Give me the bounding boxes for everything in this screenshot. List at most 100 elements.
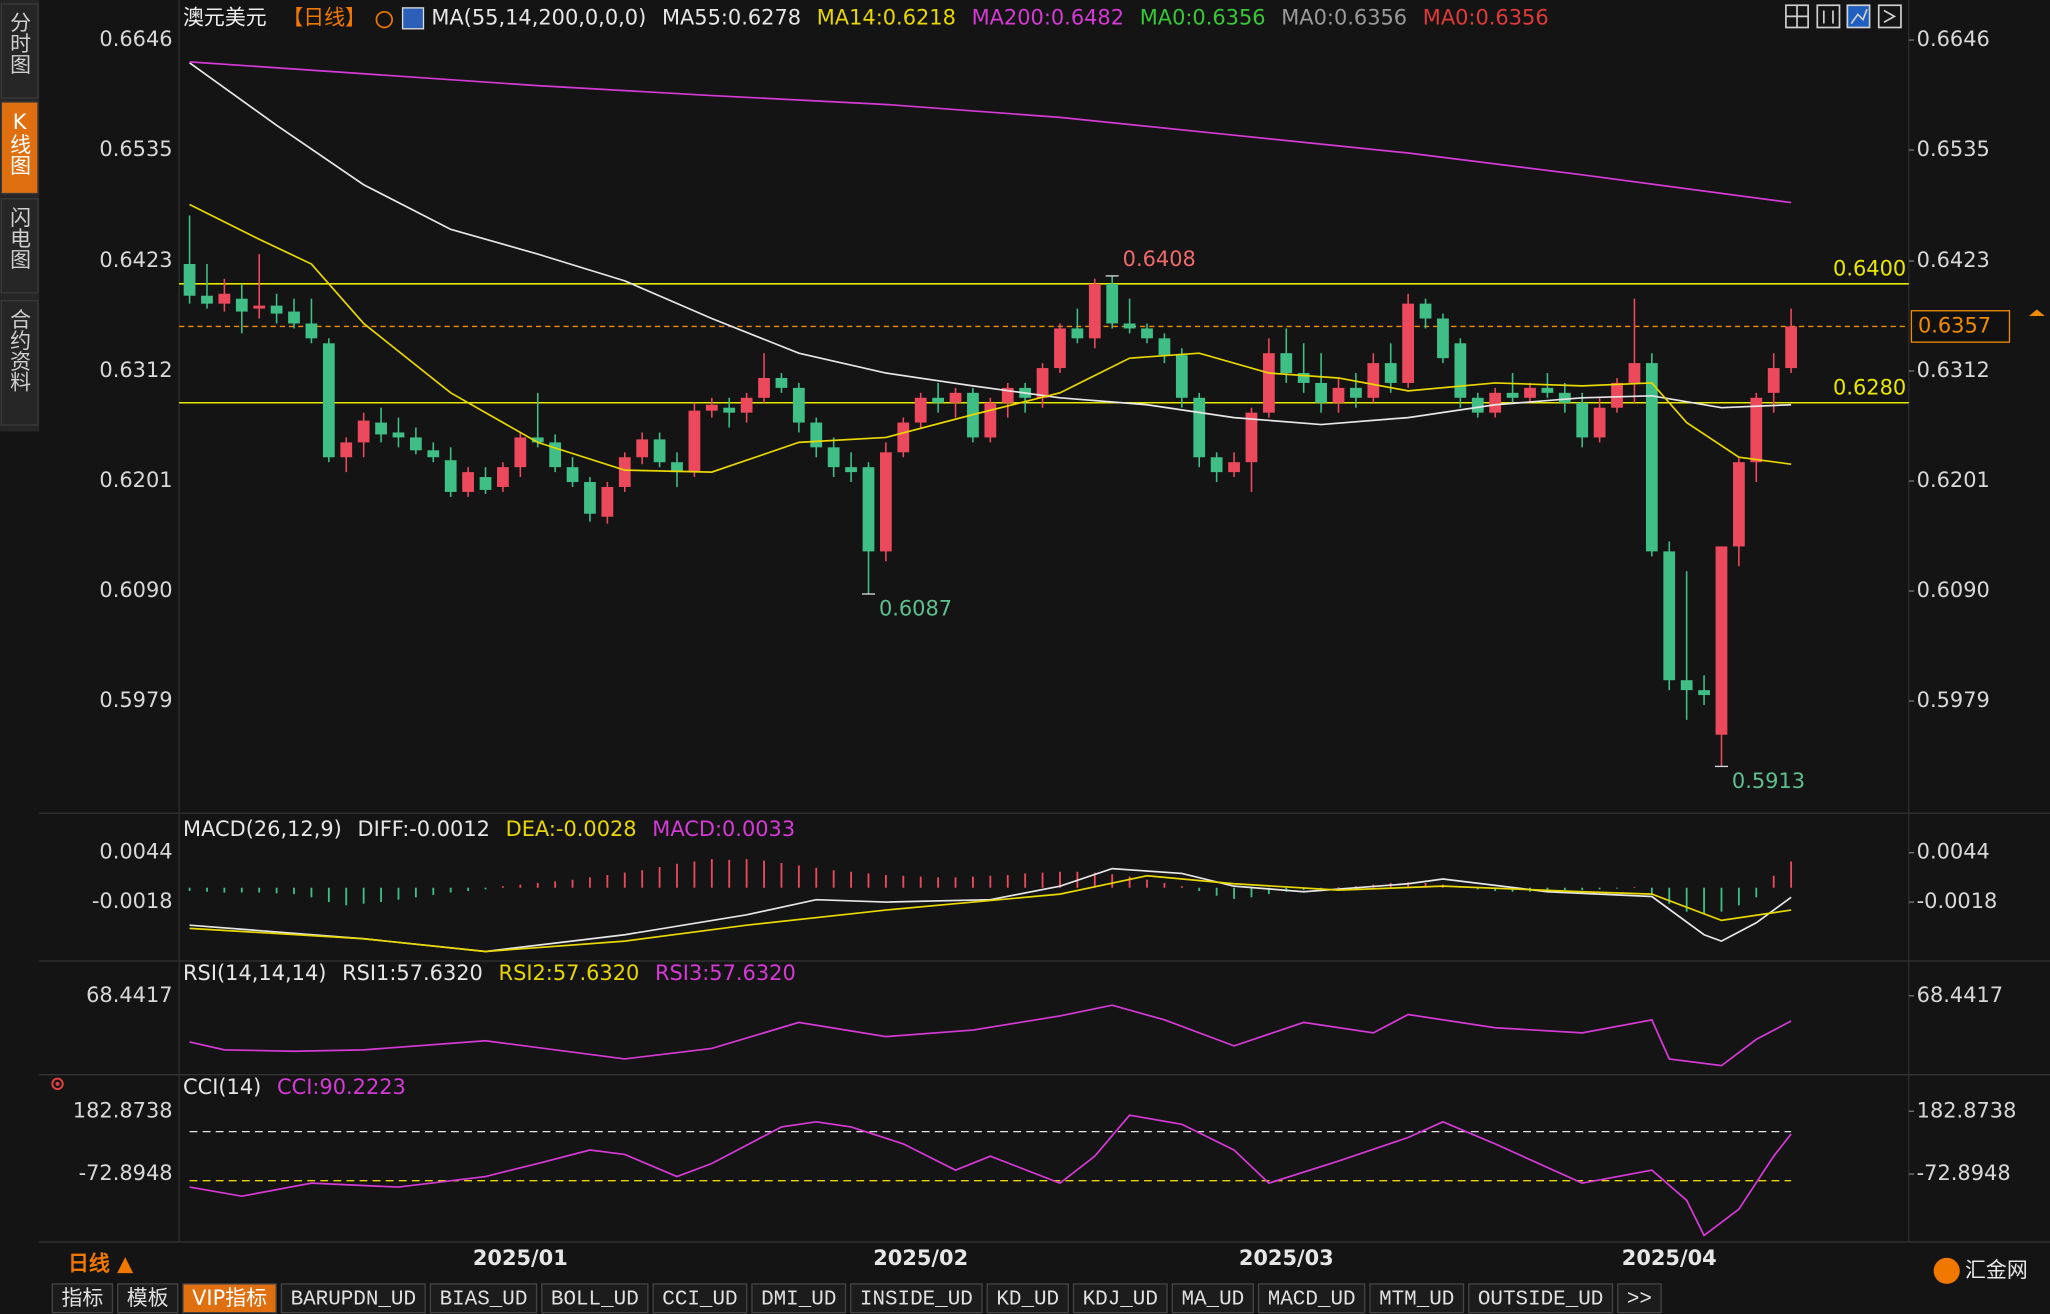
candle-body: [1332, 387, 1345, 403]
footer-tab-label[interactable]: >>: [1627, 1288, 1652, 1311]
footer-tab-label[interactable]: 指标: [61, 1286, 103, 1310]
candle-body: [1350, 387, 1362, 398]
candle-body: [1419, 303, 1432, 319]
candle-body: [1437, 318, 1449, 359]
y-tick-label-right: 0.6423: [1917, 248, 1990, 272]
sidebar-tab[interactable]: [0, 101, 39, 195]
crosshair-icon: [51, 1077, 64, 1091]
footer-tab[interactable]: [850, 1283, 983, 1314]
sidebar-tab-label[interactable]: 闪电图: [8, 207, 32, 270]
candle-body: [810, 422, 823, 448]
y-tick-label-right: -72.8948: [1917, 1161, 2011, 1185]
candle-body: [775, 377, 788, 388]
footer-tab-label[interactable]: KD_UD: [996, 1288, 1059, 1311]
footer-tab[interactable]: [182, 1283, 277, 1314]
extreme-label: 0.6087: [879, 597, 952, 621]
footer-tab-label[interactable]: BOLL_UD: [551, 1288, 639, 1311]
footer-tab[interactable]: [652, 1283, 748, 1314]
period-switch[interactable]: 日线 ▲: [68, 1251, 134, 1275]
indicator-title: CCI(14): [183, 1075, 261, 1099]
candle-body: [1454, 343, 1467, 398]
y-tick-label-right: 0.6535: [1917, 137, 1990, 161]
sidebar-tab[interactable]: [0, 198, 39, 294]
legend-entry: RSI1:57.6320: [342, 961, 483, 985]
footer-tab-label[interactable]: VIP指标: [192, 1286, 267, 1310]
footer-tab-label[interactable]: BIAS_UD: [440, 1288, 528, 1311]
candle-body: [688, 410, 701, 473]
footer-tab-label[interactable]: 模板: [127, 1286, 169, 1310]
footer-tab[interactable]: [751, 1283, 847, 1314]
footer-tab-label[interactable]: CCI_UD: [662, 1288, 737, 1311]
y-tick-label: 0.6312: [99, 358, 172, 382]
indicator-title: MACD(26,12,9): [183, 817, 342, 841]
candle-body: [183, 264, 196, 296]
sidebar-tab[interactable]: [0, 3, 39, 99]
candle-body: [340, 442, 353, 458]
last-price-marker: [2029, 309, 2045, 316]
y-tick-label-right: 0.6090: [1917, 578, 1990, 602]
candle-body: [705, 404, 718, 411]
footer-tab-label[interactable]: MACD_UD: [1268, 1288, 1356, 1311]
candle-body: [1471, 397, 1484, 413]
footer-tab-label[interactable]: INSIDE_UD: [860, 1288, 973, 1311]
footer-tab[interactable]: [51, 1283, 114, 1314]
footer-tab[interactable]: [541, 1283, 649, 1314]
candle-body: [235, 298, 248, 312]
y-tick-label: 0.0044: [99, 840, 172, 864]
period-label: 【日线】: [282, 5, 366, 29]
y-tick-label: 0.6201: [99, 468, 172, 492]
footer-tab[interactable]: [1617, 1283, 1662, 1314]
candle-body: [827, 447, 840, 468]
footer-tab[interactable]: [1257, 1283, 1366, 1314]
candle-body: [758, 377, 770, 398]
candle-body: [1315, 382, 1327, 403]
footer-tab[interactable]: [1171, 1283, 1254, 1314]
footer-tab[interactable]: [986, 1283, 1069, 1314]
candle-body: [1141, 328, 1153, 339]
candle-body: [1558, 392, 1571, 403]
candle-body: [479, 477, 492, 490]
y-tick-label: 0.6535: [99, 137, 172, 161]
candle-body: [218, 293, 231, 304]
candle-body: [444, 460, 457, 492]
footer-tab-label[interactable]: BARUPDN_UD: [291, 1288, 416, 1311]
candle-body: [949, 392, 962, 403]
legend-entry: MA14:0.6218: [817, 5, 956, 29]
candle-body: [514, 437, 527, 468]
y-tick-label-right: 182.8738: [1917, 1098, 2017, 1122]
footer-tab-label[interactable]: DMI_UD: [761, 1288, 836, 1311]
footer-tab[interactable]: [280, 1283, 426, 1314]
candle-body: [566, 467, 579, 483]
footer-tab[interactable]: [429, 1283, 538, 1314]
x-tick-label: 2025/04: [1622, 1246, 1717, 1270]
footer-tab-label[interactable]: MTM_UD: [1379, 1288, 1454, 1311]
footer-tab[interactable]: [1369, 1283, 1465, 1314]
y-tick-label: 0.6423: [99, 248, 172, 272]
legend-entry: MACD:0.0033: [652, 817, 795, 841]
candle-body: [914, 397, 927, 423]
candle-body: [653, 439, 666, 463]
candle-body: [1001, 387, 1014, 403]
sidebar-tab-label[interactable]: 分时图: [8, 12, 32, 75]
sidebar-tab-label[interactable]: 合约资料: [8, 309, 32, 393]
candle-body: [1785, 326, 1797, 369]
footer-tab[interactable]: [1072, 1283, 1168, 1314]
candle-body: [1611, 382, 1623, 408]
macd-line: [189, 867, 1792, 953]
y-tick-label-right: -0.0018: [1917, 889, 1998, 913]
footer-tab-label[interactable]: OUTSIDE_UD: [1478, 1288, 1603, 1311]
legend-entry: MA55:0.6278: [662, 5, 801, 29]
macd-line: [189, 874, 1792, 953]
indicator-icon: [401, 7, 425, 30]
instrument-title: 澳元美元: [183, 5, 267, 29]
footer-tab-label[interactable]: MA_UD: [1181, 1288, 1244, 1311]
footer-tab-label[interactable]: KDJ_UD: [1083, 1288, 1158, 1311]
candle-body: [601, 486, 614, 517]
footer-tab[interactable]: [116, 1283, 179, 1314]
sidebar-tab-label[interactable]: K线图: [8, 110, 32, 176]
sidebar-tab[interactable]: [0, 300, 39, 426]
candle-body: [1036, 368, 1049, 398]
legend-entry: DEA:-0.0028: [506, 817, 637, 841]
footer-tab[interactable]: [1468, 1283, 1614, 1314]
